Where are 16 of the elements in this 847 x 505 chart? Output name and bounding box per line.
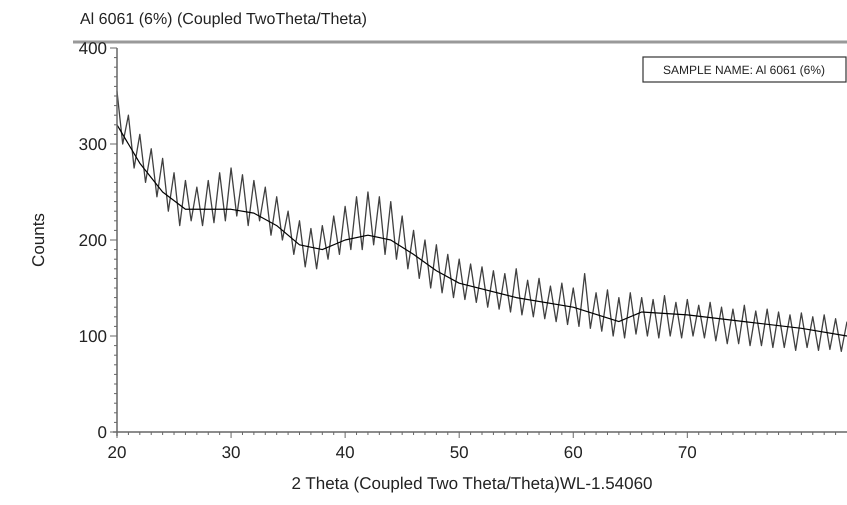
y-tick-label: 200 [78, 230, 107, 250]
y-tick-label: 100 [78, 326, 107, 346]
x-tick-label: 60 [564, 443, 583, 462]
line-series [116, 124, 847, 337]
y-tick-label: 400 [78, 38, 107, 58]
x-tick-label: 30 [222, 443, 241, 462]
y-tick-label: 300 [78, 134, 107, 154]
annotation: SAMPLE NAME: Al 6061 (6%) [662, 63, 826, 78]
x-axis-title: 2 Theta (Coupled Two Theta/Theta)WL-1.54060 [291, 474, 653, 493]
y-tick-label: 0 [98, 422, 107, 442]
x-tick-label: 70 [678, 443, 697, 462]
x-tick-label: 20 [108, 443, 126, 462]
x-tick-label: 50 [450, 443, 469, 462]
x-tick-label: 40 [336, 443, 355, 462]
y-axis-title: Counts [29, 213, 48, 267]
chart-title: Al 6061 (6%) (Coupled TwoTheta/Theta) [80, 11, 367, 28]
